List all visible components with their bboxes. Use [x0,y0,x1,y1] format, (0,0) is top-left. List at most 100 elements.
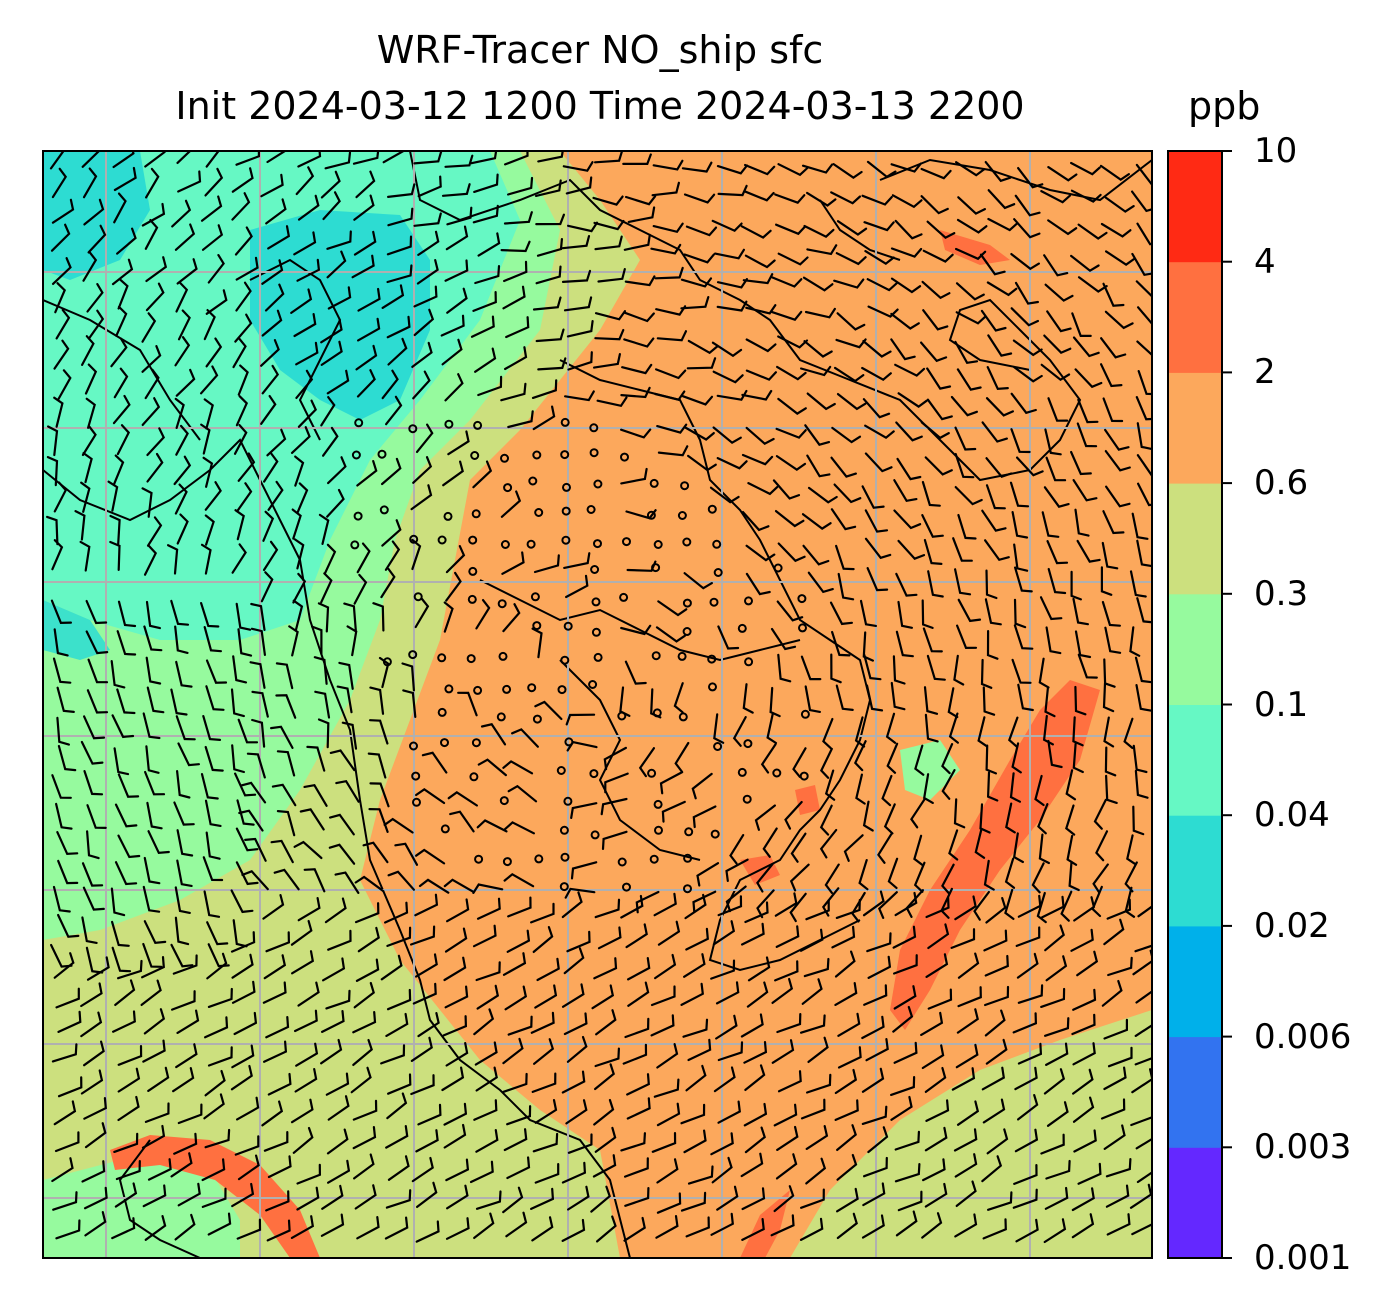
wind-barb [145,282,165,312]
wind-barb [687,339,719,355]
wind-barb [924,1126,948,1152]
wind-barb [716,278,748,289]
wind-barb [52,1191,78,1211]
wind-barb [562,161,594,172]
wind-barb [563,947,585,975]
wind-barb [981,509,1007,532]
wind-barb [926,654,946,681]
calm-wind-marker [678,712,688,722]
wind-barb [626,1097,651,1120]
calm-wind-marker [593,652,603,662]
wind-barb [950,928,976,949]
wind-barb [957,598,982,623]
wind-barb [1065,804,1076,836]
wind-barb [692,805,717,829]
wind-barb [622,1043,648,1065]
calm-wind-marker [500,453,509,463]
wind-barb [297,399,318,428]
wind-barb [986,771,999,802]
wind-barb [673,682,684,714]
wind-barb [740,1152,764,1178]
wind-barb [110,337,128,368]
wind-barb [654,390,686,401]
calm-wind-marker [773,563,783,573]
wind-barb [441,1066,465,1092]
wind-barb [680,277,713,288]
wind-barb [1044,686,1056,718]
wind-barb [745,338,777,353]
wind-barb [716,1185,739,1211]
wind-barb [1031,862,1045,894]
wind-barb [326,369,350,395]
wind-barb [1047,166,1078,182]
wind-barb [506,929,531,953]
wind-barb [235,602,252,631]
calm-wind-marker [556,766,566,775]
wind-barb [313,656,328,685]
wind-barb [684,426,715,441]
calm-wind-marker [712,539,722,549]
wind-barb [717,895,743,917]
wind-barb [231,744,245,774]
colorbar-segment [1168,261,1222,373]
wind-barb [110,660,126,689]
wind-barb [593,353,621,369]
wind-barb [353,194,375,221]
colorbar-tick-label: 10 [1254,131,1298,171]
wind-barb [411,341,433,368]
wind-barb [472,291,497,312]
calm-wind-marker [563,621,573,631]
wind-barb [51,1157,74,1183]
wind-barb [981,421,1008,443]
wind-barb [1014,194,1041,217]
wind-barb [732,716,747,747]
wind-barb [656,1043,679,1069]
wind-barb [570,861,598,880]
colorbar-segment [1168,593,1222,705]
wind-barb [263,1040,288,1063]
wind-barb [260,394,277,425]
wind-barb [266,1219,291,1242]
wind-barb [1072,1068,1094,1095]
wind-barb [1077,276,1108,293]
wind-barb [956,1100,980,1126]
wind-barb [80,481,91,513]
wind-barb [441,183,471,197]
wind-barb [83,715,106,740]
wind-barb [1038,833,1050,865]
wind-barb [326,230,352,250]
wind-barb [326,1128,349,1155]
wind-barb [837,1012,861,1037]
wind-barb [1013,543,1029,572]
wind-barb [176,513,189,545]
wind-barb [83,1040,105,1067]
wind-barb [329,749,356,772]
wind-barb [561,235,591,250]
wind-barb [352,1011,377,1034]
calm-wind-marker [557,685,567,695]
wind-barb [113,192,127,224]
wind-barb [46,456,59,487]
wind-barb [146,452,164,483]
wind-barb [445,1042,469,1067]
wind-barb [716,300,748,312]
wind-barb [894,1163,921,1183]
wind-barb [203,309,216,341]
wind-barb [475,1066,498,1092]
wind-barb [886,742,899,774]
wind-barb [147,830,170,854]
wind-barb [1092,863,1109,894]
wind-barb [709,486,740,504]
wind-barb [650,985,676,1007]
wind-barb [1040,895,1065,919]
wind-barb [55,987,80,1009]
wind-barb [501,551,525,575]
wind-barb [714,248,745,260]
wind-barb [926,398,953,421]
wind-barb [53,1100,77,1126]
wind-barb [200,195,223,222]
calm-wind-marker [560,417,570,427]
wind-barb [146,516,163,547]
wind-barb [1077,398,1099,424]
wind-barb [111,1217,136,1240]
